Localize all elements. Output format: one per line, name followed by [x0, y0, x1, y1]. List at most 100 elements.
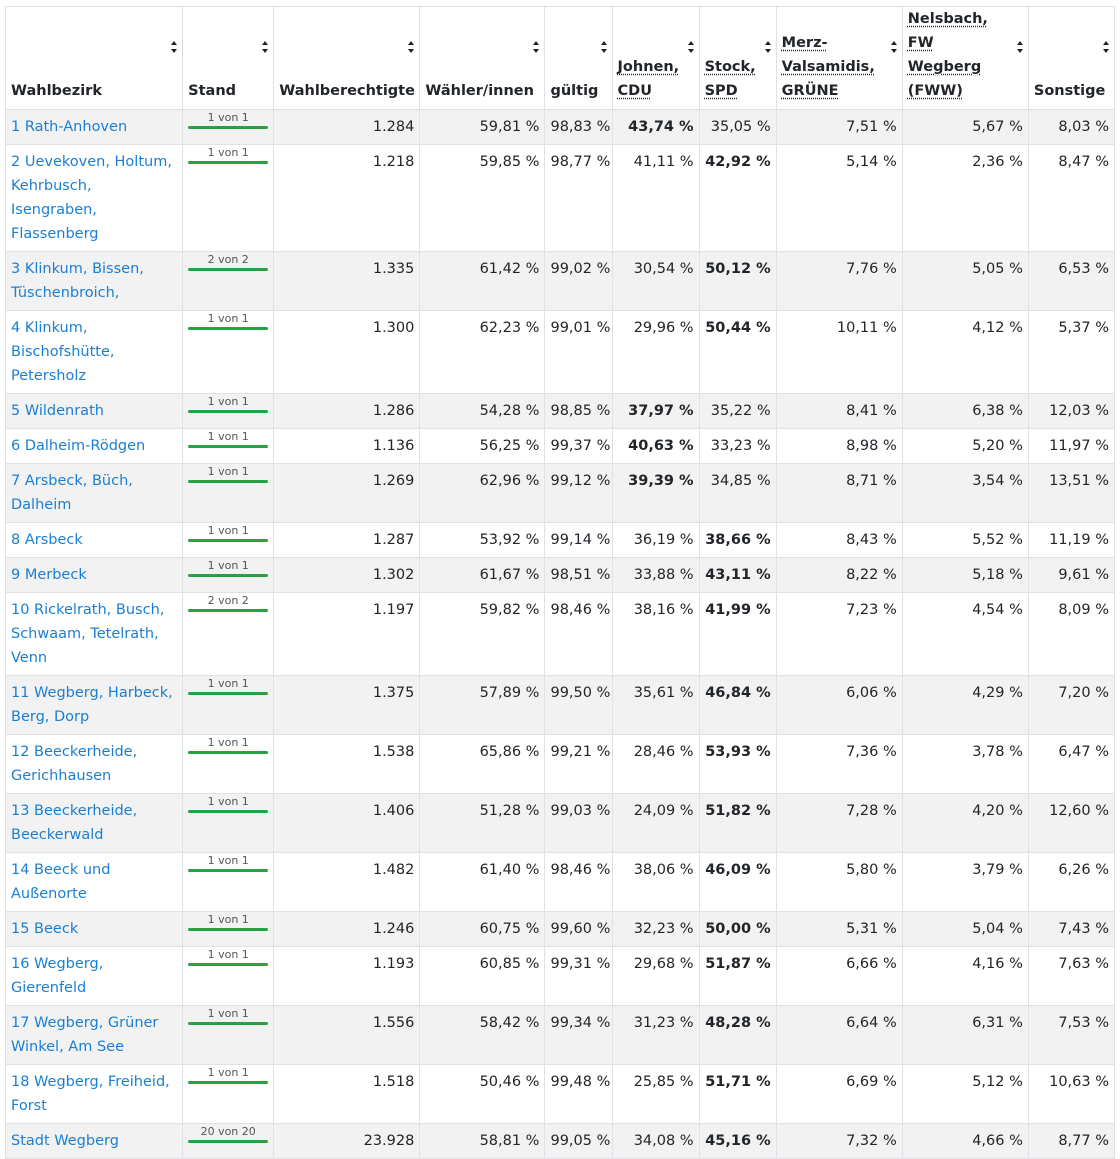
cell-gruene: 6,69 %: [775, 1064, 903, 1124]
cell-sonstige: 5,37 %: [1027, 310, 1116, 394]
wahlbezirk-link[interactable]: 8 Arsbeck: [11, 532, 83, 548]
sort-icon[interactable]: [600, 41, 608, 53]
progress-bar: [188, 810, 269, 813]
cell-gueltig: 99,14 %: [544, 522, 613, 558]
cell-waehler: 62,96 %: [419, 463, 546, 523]
cell-waehler: 58,42 %: [419, 1005, 546, 1065]
cell-spd: 41,99 %: [698, 592, 777, 676]
table-header: Wahlbezirk Stand Wahlberechtigte Wähler/…: [4, 6, 1116, 110]
cell-stand: 1 von 1: [182, 1064, 275, 1124]
cell-fww: 4,12 %: [901, 310, 1029, 394]
wahlbezirk-link[interactable]: 7 Arsbeck, Büch, Dalheim: [11, 473, 133, 513]
wahlbezirk-link[interactable]: 15 Beeck: [11, 921, 79, 937]
table-row: 16 Wegberg, Gierenfeld 1 von 1 1.193 60,85 …: [4, 946, 1116, 1006]
cell-gueltig: 99,48 %: [544, 1064, 613, 1124]
cell-wahlberechtigte: 1.300: [273, 310, 421, 394]
cell-wahlbezirk: Stadt Wegberg: [4, 1123, 184, 1159]
progress-bar: [188, 692, 269, 695]
sort-icon[interactable]: [262, 41, 269, 53]
col-header-gueltig[interactable]: gültig: [544, 6, 613, 110]
cell-cdu: 29,96 %: [611, 310, 700, 394]
col-header-spd[interactable]: Stock, SPD: [698, 6, 777, 110]
cell-gruene: 5,14 %: [775, 144, 903, 252]
cell-fww: 6,31 %: [901, 1005, 1029, 1065]
sort-icon[interactable]: [687, 41, 695, 53]
col-header-gruene[interactable]: Merz-Valsamidis, GRÜNE: [775, 6, 903, 110]
cell-sonstige: 11,97 %: [1027, 428, 1116, 464]
wahlbezirk-link[interactable]: 4 Klinkum, Bischofshütte, Petersholz: [11, 320, 115, 384]
wahlbezirk-link[interactable]: Stadt Wegberg: [11, 1133, 119, 1149]
progress-indicator: 2 von 2: [188, 252, 269, 271]
sort-icon[interactable]: [533, 41, 540, 53]
col-header-cdu[interactable]: Johnen, CDU: [611, 6, 700, 110]
wahlbezirk-link[interactable]: 16 Wegberg, Gierenfeld: [11, 956, 104, 996]
wahlbezirk-link[interactable]: 9 Merbeck: [11, 567, 87, 583]
col-header-waehler[interactable]: Wähler/innen: [419, 6, 546, 110]
cell-sonstige: 7,53 %: [1027, 1005, 1116, 1065]
wahlbezirk-link[interactable]: 11 Wegberg, Harbeck, Berg, Dorp: [11, 685, 173, 725]
col-label: Stand: [188, 83, 237, 99]
col-label: Sonstige: [1033, 83, 1106, 99]
wahlbezirk-link[interactable]: 1 Rath-Anhoven: [11, 119, 128, 135]
sort-icon[interactable]: [408, 41, 415, 53]
wahlbezirk-link[interactable]: 6 Dalheim-Rödgen: [11, 438, 146, 454]
col-header-wahlberechtigte[interactable]: Wahlberechtigte: [273, 6, 421, 110]
sort-icon[interactable]: [171, 41, 178, 53]
sort-icon[interactable]: [1103, 41, 1110, 53]
stand-text: 1 von 1: [207, 430, 249, 443]
cell-spd: 50,44 %: [698, 310, 777, 394]
cell-fww: 4,16 %: [901, 946, 1029, 1006]
cell-waehler: 65,86 %: [419, 734, 546, 794]
cell-fww: 3,79 %: [901, 852, 1029, 912]
cell-wahlbezirk: 1 Rath-Anhoven: [4, 109, 184, 145]
progress-bar: [188, 410, 269, 413]
stand-text: 1 von 1: [207, 913, 249, 926]
wahlbezirk-link[interactable]: 17 Wegberg, Grüner Winkel, Am See: [11, 1015, 159, 1055]
wahlbezirk-link[interactable]: 3 Klinkum, Bissen, Tüschenbroich,: [11, 261, 144, 301]
wahlbezirk-link[interactable]: 14 Beeck und Außenorte: [11, 862, 111, 902]
cell-wahlbezirk: 9 Merbeck: [4, 557, 184, 593]
cell-cdu: 24,09 %: [611, 793, 700, 853]
wahlbezirk-link[interactable]: 12 Beeckerheide, Gerichhausen: [11, 744, 138, 784]
sort-icon[interactable]: [890, 41, 898, 53]
table-row: 18 Wegberg, Freiheid, Forst 1 von 1 1.518 5…: [4, 1064, 1116, 1124]
progress-bar: [188, 126, 269, 129]
stand-text: 1 von 1: [207, 395, 249, 408]
cell-waehler: 59,85 %: [419, 144, 546, 252]
progress-indicator: 1 von 1: [188, 145, 269, 164]
cell-gueltig: 98,77 %: [544, 144, 613, 252]
progress-indicator: 1 von 1: [188, 735, 269, 754]
wahlbezirk-link[interactable]: 18 Wegberg, Freiheid, Forst: [11, 1074, 170, 1114]
cell-fww: 5,67 %: [901, 109, 1029, 145]
col-header-fww[interactable]: Nelsbach, FW Wegberg (FWW): [901, 6, 1029, 110]
wahlbezirk-link[interactable]: 2 Uevekoven, Holtum, Kehrbusch, Isengrab…: [11, 154, 172, 242]
cell-gueltig: 99,01 %: [544, 310, 613, 394]
cell-gueltig: 99,31 %: [544, 946, 613, 1006]
progress-bar: [188, 445, 269, 448]
progress-indicator: 1 von 1: [188, 912, 269, 931]
cell-spd: 50,12 %: [698, 251, 777, 311]
progress-indicator: 1 von 1: [188, 394, 269, 413]
sort-icon[interactable]: [764, 41, 772, 53]
table-row: 9 Merbeck 1 von 1 1.302 61,67 % 98,51 % 33,88…: [4, 557, 1116, 593]
table-row: 12 Beeckerheide, Gerichhausen 1 von 1 1.53…: [4, 734, 1116, 794]
stand-text: 1 von 1: [207, 736, 249, 749]
wahlbezirk-link[interactable]: 5 Wildenrath: [11, 403, 104, 419]
cell-sonstige: 7,43 %: [1027, 911, 1116, 947]
cell-waehler: 62,23 %: [419, 310, 546, 394]
cell-gruene: 8,43 %: [775, 522, 903, 558]
wahlbezirk-link[interactable]: 10 Rickelrath, Busch, Schwaam, Tetelrath…: [11, 602, 165, 666]
col-label: Merz-Valsamidis, GRÜNE: [782, 31, 897, 103]
col-header-sonstige[interactable]: Sonstige: [1027, 6, 1116, 110]
wahlbezirk-link[interactable]: 13 Beeckerheide, Beeckerwald: [11, 803, 138, 843]
cell-wahlbezirk: 2 Uevekoven, Holtum, Kehrbusch, Isengrab…: [4, 144, 184, 252]
table-row: 17 Wegberg, Grüner Winkel, Am See 1 von 1…: [4, 1005, 1116, 1065]
cell-stand: 1 von 1: [182, 793, 275, 853]
cell-wahlberechtigte: 1.518: [273, 1064, 421, 1124]
col-header-wahlbezirk[interactable]: Wahlbezirk: [4, 6, 184, 110]
cell-gueltig: 99,34 %: [544, 1005, 613, 1065]
cell-gueltig: 98,46 %: [544, 592, 613, 676]
col-header-stand[interactable]: Stand: [182, 6, 275, 110]
cell-waehler: 59,82 %: [419, 592, 546, 676]
sort-icon[interactable]: [1016, 41, 1024, 53]
